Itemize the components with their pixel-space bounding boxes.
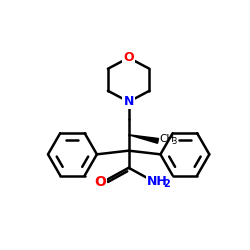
Text: O: O — [94, 176, 106, 190]
Polygon shape — [129, 135, 158, 143]
Text: 3: 3 — [171, 137, 176, 146]
Text: N: N — [124, 95, 134, 108]
Text: O: O — [123, 51, 134, 64]
Text: CH: CH — [160, 134, 175, 144]
Text: 2: 2 — [163, 179, 170, 189]
Text: NH: NH — [146, 175, 167, 188]
